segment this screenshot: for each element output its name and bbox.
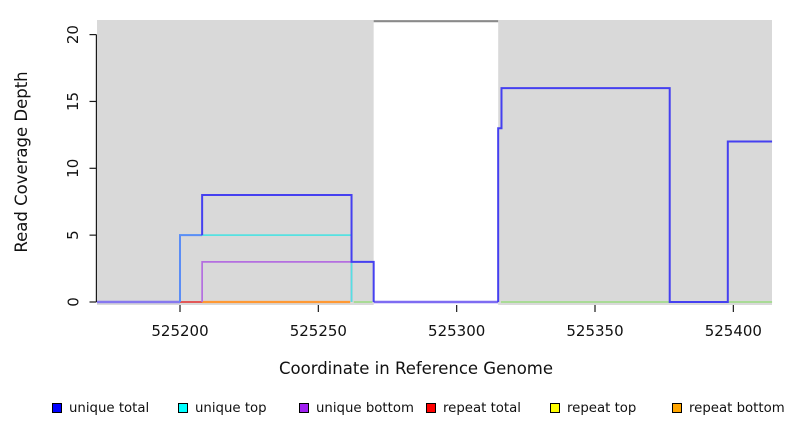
- x-tick-label: 525400: [705, 322, 762, 340]
- legend-label: unique total: [69, 400, 150, 416]
- legend-swatch: [52, 403, 62, 413]
- x-tick-label: 525250: [290, 322, 347, 340]
- legend-item-repeat-total: repeat total: [426, 400, 521, 416]
- y-tick-label: 10: [64, 159, 82, 178]
- y-tick-label: 20: [64, 25, 82, 44]
- legend-swatch: [178, 403, 188, 413]
- legend-label: unique top: [195, 400, 267, 416]
- y-tick-label: 5: [64, 230, 82, 240]
- legend-swatch: [550, 403, 560, 413]
- legend-swatch: [672, 403, 682, 413]
- chart-legend: unique total unique top unique bottom repea…: [0, 400, 792, 420]
- series-line-unique-total-a: [201, 194, 375, 302]
- legend-label: repeat bottom: [689, 400, 785, 416]
- y-axis-title: Read Coverage Depth: [12, 71, 31, 252]
- legend-label: unique bottom: [316, 400, 414, 416]
- x-tick-label: 525300: [428, 322, 485, 340]
- x-tick-label: 525350: [566, 322, 623, 340]
- x-tick-label: 525200: [151, 322, 208, 340]
- y-tick-label: 0: [64, 297, 82, 307]
- series-line-unique-total-azure: [179, 234, 203, 302]
- legend-item-unique-bottom: unique bottom: [299, 400, 414, 416]
- x-axis-title: Coordinate in Reference Genome: [279, 359, 553, 378]
- legend-item-repeat-top: repeat top: [550, 400, 636, 416]
- legend-label: repeat total: [443, 400, 521, 416]
- legend-item-unique-top: unique top: [178, 400, 267, 416]
- repeat-masked-region: [373, 20, 499, 305]
- legend-swatch: [426, 403, 436, 413]
- series-line-unique-total-b: [497, 87, 773, 303]
- legend-label: repeat top: [567, 400, 637, 416]
- legend-item-repeat-bottom: repeat bottom: [672, 400, 785, 416]
- y-tick-label: 15: [64, 92, 82, 111]
- legend-item-unique-total: unique total: [52, 400, 149, 416]
- legend-swatch: [299, 403, 309, 413]
